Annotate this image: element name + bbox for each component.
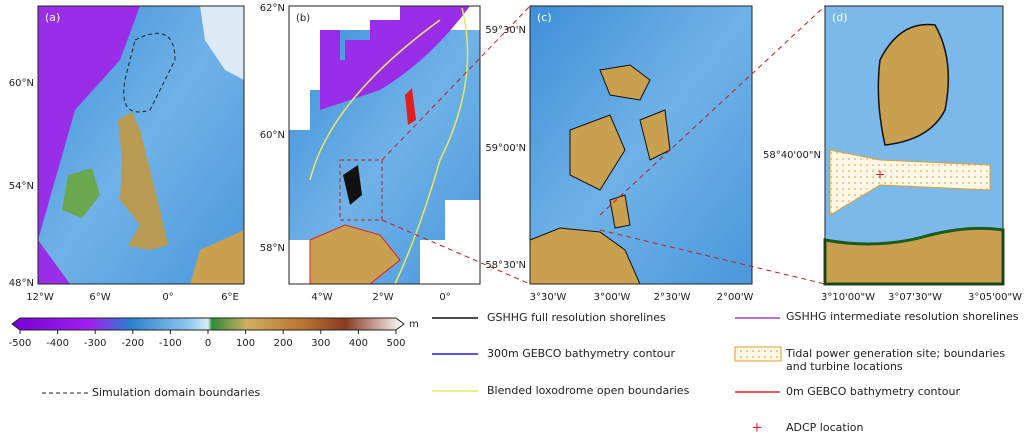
colorbar-scale	[11, 317, 405, 331]
legend-label: 0m GEBCO bathymetry contour	[786, 385, 960, 398]
island	[877, 23, 950, 146]
deep-sea	[38, 240, 70, 284]
y-tick-label: 54°N	[9, 181, 34, 192]
x-tick-label: 2°W	[372, 292, 393, 303]
legend-item: Tidal power generation site; boundaries …	[786, 347, 1006, 373]
y-tick-label: 59°30'N	[485, 25, 526, 36]
colorbar-tick-label: 0	[205, 338, 211, 349]
land	[200, 6, 244, 80]
x-tick-label: 3°05'00"W	[968, 292, 1022, 303]
land	[62, 168, 100, 218]
y-tick-label: 60°N	[260, 130, 285, 141]
y-tick-label: 62°N	[260, 3, 285, 14]
deep-sea	[38, 6, 140, 240]
panel-d: + (d) 58°40'00"N 3°10'00"W 3°07'30"W 3°0…	[763, 5, 1022, 303]
legend-swatch: +	[752, 421, 763, 436]
colorbar-tick-label: 500	[386, 338, 405, 349]
zoom-box	[339, 159, 383, 221]
legend-label: Blended loxodrome open boundaries	[487, 384, 690, 397]
x-tick-label: 2°30'W	[654, 292, 691, 303]
frame	[824, 5, 1004, 285]
land	[118, 112, 168, 250]
panel-c: (c) 59°30'N 59°00'N 58°30'N 3°30'W 3°00'…	[485, 5, 754, 303]
x-tick-label: 6°W	[89, 292, 110, 303]
x-tick-label: 3°30'W	[530, 292, 567, 303]
legend: Simulation domain boundaries GSHHG full …	[42, 310, 1019, 436]
x-tick-label: 3°07'30"W	[888, 292, 942, 303]
x-tick-label: 0°	[439, 292, 450, 303]
islands	[569, 64, 671, 229]
domain-boundary	[123, 32, 176, 113]
legend-label: GSHHG intermediate resolution shorelines	[786, 310, 1019, 323]
legend-item: GSHHG intermediate resolution shorelines	[786, 310, 1019, 323]
panel-label: (a)	[45, 11, 60, 24]
legend-label: Simulation domain boundaries	[92, 386, 261, 399]
panel-label: (b)	[296, 13, 310, 24]
x-tick-label: 0°	[162, 292, 173, 303]
colorbar-tick-label: 100	[236, 338, 255, 349]
zoom-line	[599, 5, 826, 285]
frame	[529, 5, 753, 285]
x-tick-label: 2°00'W	[717, 292, 754, 303]
panel-a: (a) 60°N 54°N 48°N 12°W 6°W 0° 6°E	[9, 5, 245, 303]
y-tick-label: 58°N	[260, 243, 285, 254]
colorbar-tick-label: -200	[121, 338, 144, 349]
y-tick-label: 48°N	[9, 278, 34, 289]
panel-label: (d)	[832, 11, 848, 24]
colorbar: m -500 -400 -300 -200 -100 0 100 200 300 400 500	[9, 317, 419, 349]
y-tick-label: 59°00'N	[485, 143, 526, 154]
x-tick-label: 3°10'00"W	[821, 292, 875, 303]
colorbar-tick-label: -100	[159, 338, 182, 349]
y-tick-label: 58°40'00"N	[763, 150, 821, 161]
legend-label: ADCP location	[786, 421, 863, 434]
colorbar-tick-label: 300	[311, 338, 330, 349]
land	[190, 230, 244, 284]
colorbar-tick-label: 400	[349, 338, 368, 349]
panel-label: (c)	[537, 11, 552, 24]
legend-label: Tidal power generation site; boundaries …	[786, 347, 1006, 373]
legend-label: 300m GEBCO bathymetry contour	[487, 347, 675, 360]
colorbar-tick-label: -500	[9, 338, 32, 349]
colorbar-tick-label: 200	[274, 338, 293, 349]
islands	[405, 88, 416, 125]
x-tick-label: 4°W	[311, 292, 332, 303]
tidal-site	[829, 149, 991, 216]
legend-label: GSHHG full resolution shorelines	[487, 311, 666, 324]
land	[823, 226, 1005, 286]
panel-b: (b) 62°N 60°N 58°N 4°W 2°W 0°	[260, 3, 481, 303]
x-tick-label: 6°E	[221, 292, 239, 303]
colorbar-tick-label: -300	[84, 338, 107, 349]
x-tick-label: 12°W	[26, 292, 54, 303]
y-tick-label: 60°N	[9, 78, 34, 89]
frame	[37, 5, 245, 285]
x-tick-label: 3°00'W	[594, 292, 631, 303]
deep-sea	[320, 6, 470, 110]
islands	[343, 165, 362, 205]
frame	[288, 5, 481, 285]
colorbar-unit: m	[409, 319, 419, 330]
y-tick-label: 58°30'N	[485, 260, 526, 271]
colorbar-tick-label: -400	[46, 338, 69, 349]
open-boundary	[309, 19, 441, 181]
adcp-marker: +	[875, 168, 885, 182]
legend-swatch	[734, 346, 782, 362]
open-boundary	[394, 7, 469, 285]
